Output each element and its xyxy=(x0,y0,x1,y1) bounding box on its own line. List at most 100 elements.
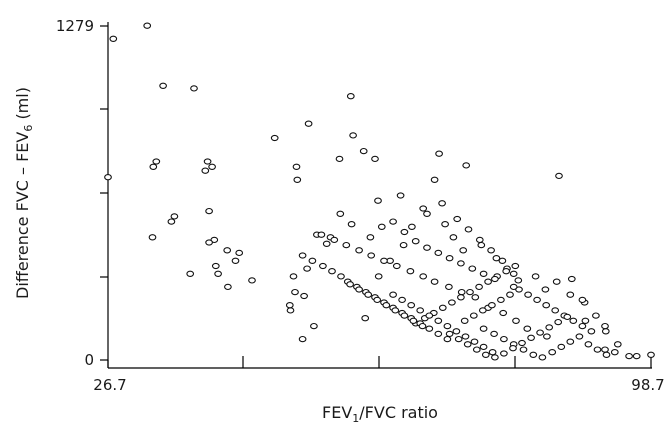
data-point xyxy=(566,338,575,345)
data-point xyxy=(355,286,363,293)
data-point xyxy=(457,288,466,296)
data-point xyxy=(443,335,452,343)
x-tick-label-min: 26.7 xyxy=(93,376,126,394)
data-point xyxy=(148,234,157,241)
y-axis-title: Difference FVC – FEV6 (ml) xyxy=(13,87,35,299)
data-point xyxy=(380,257,388,264)
data-point xyxy=(472,346,481,353)
data-point xyxy=(248,277,256,284)
y-axis-ticks xyxy=(100,25,108,361)
data-point xyxy=(592,312,600,319)
data-point xyxy=(490,330,498,338)
data-point xyxy=(355,247,363,254)
data-point xyxy=(104,174,112,181)
data-point xyxy=(434,317,443,324)
data-point xyxy=(500,335,508,343)
data-point xyxy=(509,345,517,352)
data-point xyxy=(509,283,518,291)
data-point xyxy=(389,218,397,225)
data-points xyxy=(104,22,655,361)
data-point xyxy=(499,309,508,317)
data-point xyxy=(578,296,587,304)
data-point xyxy=(527,334,535,341)
data-point xyxy=(511,262,520,270)
data-point xyxy=(371,155,379,163)
data-point xyxy=(518,339,526,347)
data-point xyxy=(300,292,308,300)
data-point xyxy=(601,328,610,335)
x-axis-title: FEV1/FVC ratio xyxy=(322,403,438,425)
data-point xyxy=(435,150,443,157)
data-point xyxy=(545,324,554,331)
data-point xyxy=(438,304,447,311)
data-point xyxy=(531,273,540,280)
data-point xyxy=(407,302,416,309)
data-point xyxy=(408,223,416,230)
data-point xyxy=(391,307,400,314)
data-point xyxy=(610,349,619,356)
data-point xyxy=(201,167,210,174)
data-point xyxy=(575,333,584,340)
data-point xyxy=(425,312,434,319)
data-point xyxy=(569,317,578,324)
data-point xyxy=(434,330,443,338)
data-point xyxy=(205,239,213,246)
data-point xyxy=(457,260,465,267)
data-point xyxy=(373,296,382,304)
data-point xyxy=(167,218,176,225)
data-point xyxy=(203,158,212,165)
data-point xyxy=(566,291,575,298)
data-point xyxy=(346,281,354,288)
data-point xyxy=(584,341,593,348)
data-point xyxy=(374,273,383,280)
y-axis-title-subscript: 6 xyxy=(22,125,35,132)
data-point xyxy=(498,257,507,264)
data-point xyxy=(488,349,497,356)
data-point xyxy=(330,236,339,244)
data-point xyxy=(625,352,633,360)
data-point xyxy=(214,270,222,277)
data-point xyxy=(347,221,356,228)
data-point xyxy=(400,312,409,319)
data-point xyxy=(303,265,311,272)
data-point xyxy=(377,223,386,230)
data-point xyxy=(409,317,418,324)
data-point xyxy=(400,228,409,236)
data-point xyxy=(419,205,428,212)
data-point xyxy=(335,155,344,163)
data-point xyxy=(367,252,376,259)
data-point xyxy=(445,283,453,291)
data-point xyxy=(337,273,345,280)
data-point xyxy=(430,176,439,183)
data-point xyxy=(438,200,446,207)
data-point xyxy=(541,286,550,293)
data-point xyxy=(555,172,563,180)
data-point xyxy=(533,296,541,304)
data-point xyxy=(152,158,161,165)
data-point xyxy=(487,247,495,254)
data-point xyxy=(449,234,458,241)
data-point xyxy=(475,283,483,291)
data-point xyxy=(298,252,307,259)
data-point xyxy=(423,244,431,251)
data-point xyxy=(143,22,152,29)
data-point xyxy=(578,322,587,330)
data-point xyxy=(434,249,443,257)
data-point xyxy=(587,328,596,335)
data-point xyxy=(479,325,488,332)
data-point xyxy=(382,302,391,309)
data-point xyxy=(445,330,454,338)
data-point xyxy=(468,265,477,272)
data-point xyxy=(523,325,532,332)
data-point xyxy=(469,312,478,319)
data-point xyxy=(602,351,611,358)
data-point xyxy=(538,354,547,361)
data-point xyxy=(190,85,198,92)
data-point xyxy=(398,296,406,304)
data-point xyxy=(593,346,602,353)
data-point xyxy=(454,335,463,343)
data-point xyxy=(399,241,408,249)
data-point xyxy=(159,82,167,89)
data-point xyxy=(567,275,576,283)
